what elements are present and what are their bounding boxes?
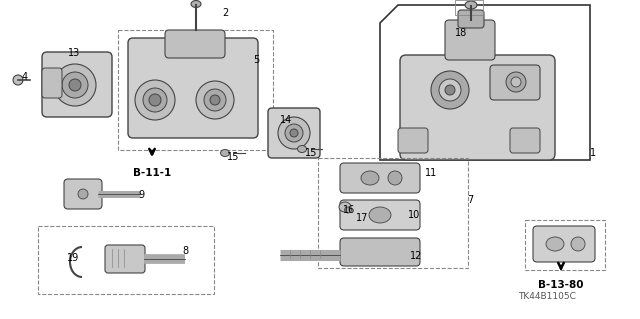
Text: 4: 4 <box>22 72 28 82</box>
Text: 17: 17 <box>356 213 369 223</box>
FancyBboxPatch shape <box>64 179 102 209</box>
Text: 9: 9 <box>138 190 144 200</box>
Ellipse shape <box>465 1 477 9</box>
Text: 15: 15 <box>227 152 239 162</box>
Ellipse shape <box>62 72 88 98</box>
Ellipse shape <box>78 189 88 199</box>
Ellipse shape <box>431 71 469 109</box>
Text: 19: 19 <box>67 253 79 263</box>
Ellipse shape <box>204 89 226 111</box>
Ellipse shape <box>369 207 391 223</box>
Ellipse shape <box>361 171 379 185</box>
Ellipse shape <box>290 129 298 137</box>
FancyBboxPatch shape <box>340 163 420 193</box>
FancyBboxPatch shape <box>42 68 62 98</box>
Ellipse shape <box>298 145 307 152</box>
FancyBboxPatch shape <box>105 245 145 273</box>
Text: 16: 16 <box>343 205 355 215</box>
Ellipse shape <box>439 79 461 101</box>
Ellipse shape <box>143 88 167 112</box>
Text: 15: 15 <box>305 148 317 158</box>
Ellipse shape <box>546 237 564 251</box>
Ellipse shape <box>571 237 585 251</box>
Text: 8: 8 <box>182 246 188 256</box>
Text: 13: 13 <box>68 48 80 58</box>
FancyBboxPatch shape <box>400 55 555 160</box>
Ellipse shape <box>210 95 220 105</box>
Bar <box>455 0 483 15</box>
FancyBboxPatch shape <box>533 226 595 262</box>
Bar <box>118 30 273 150</box>
Ellipse shape <box>445 85 455 95</box>
FancyBboxPatch shape <box>340 238 420 266</box>
Text: TK44B1105C: TK44B1105C <box>518 292 576 301</box>
Ellipse shape <box>135 80 175 120</box>
Ellipse shape <box>388 171 402 185</box>
Ellipse shape <box>511 77 521 87</box>
Text: 14: 14 <box>280 115 292 125</box>
Ellipse shape <box>191 1 201 8</box>
FancyBboxPatch shape <box>398 128 428 153</box>
Ellipse shape <box>149 94 161 106</box>
Bar <box>38 226 214 294</box>
Ellipse shape <box>221 150 230 157</box>
Ellipse shape <box>196 81 234 119</box>
FancyBboxPatch shape <box>445 20 495 60</box>
FancyBboxPatch shape <box>165 30 225 58</box>
FancyBboxPatch shape <box>268 108 320 158</box>
Text: 18: 18 <box>455 28 467 38</box>
FancyBboxPatch shape <box>490 65 540 100</box>
Text: B-11-1: B-11-1 <box>133 168 171 178</box>
Ellipse shape <box>344 207 351 213</box>
Text: 2: 2 <box>222 8 228 18</box>
Text: 1: 1 <box>590 148 596 158</box>
Ellipse shape <box>54 64 96 106</box>
Bar <box>318 158 468 268</box>
Text: 7: 7 <box>467 195 473 205</box>
FancyBboxPatch shape <box>128 38 258 138</box>
Bar <box>525 220 605 270</box>
Text: 10: 10 <box>408 210 420 220</box>
Ellipse shape <box>506 72 526 92</box>
Text: B-13-80: B-13-80 <box>538 280 584 290</box>
FancyBboxPatch shape <box>340 200 420 230</box>
Ellipse shape <box>69 79 81 91</box>
Ellipse shape <box>339 202 351 212</box>
Text: 5: 5 <box>253 55 259 65</box>
Ellipse shape <box>13 75 23 85</box>
Text: 11: 11 <box>425 168 437 178</box>
FancyBboxPatch shape <box>458 10 484 28</box>
FancyBboxPatch shape <box>42 52 112 117</box>
FancyBboxPatch shape <box>510 128 540 153</box>
Text: 12: 12 <box>410 251 422 261</box>
Ellipse shape <box>278 117 310 149</box>
Ellipse shape <box>285 124 303 142</box>
